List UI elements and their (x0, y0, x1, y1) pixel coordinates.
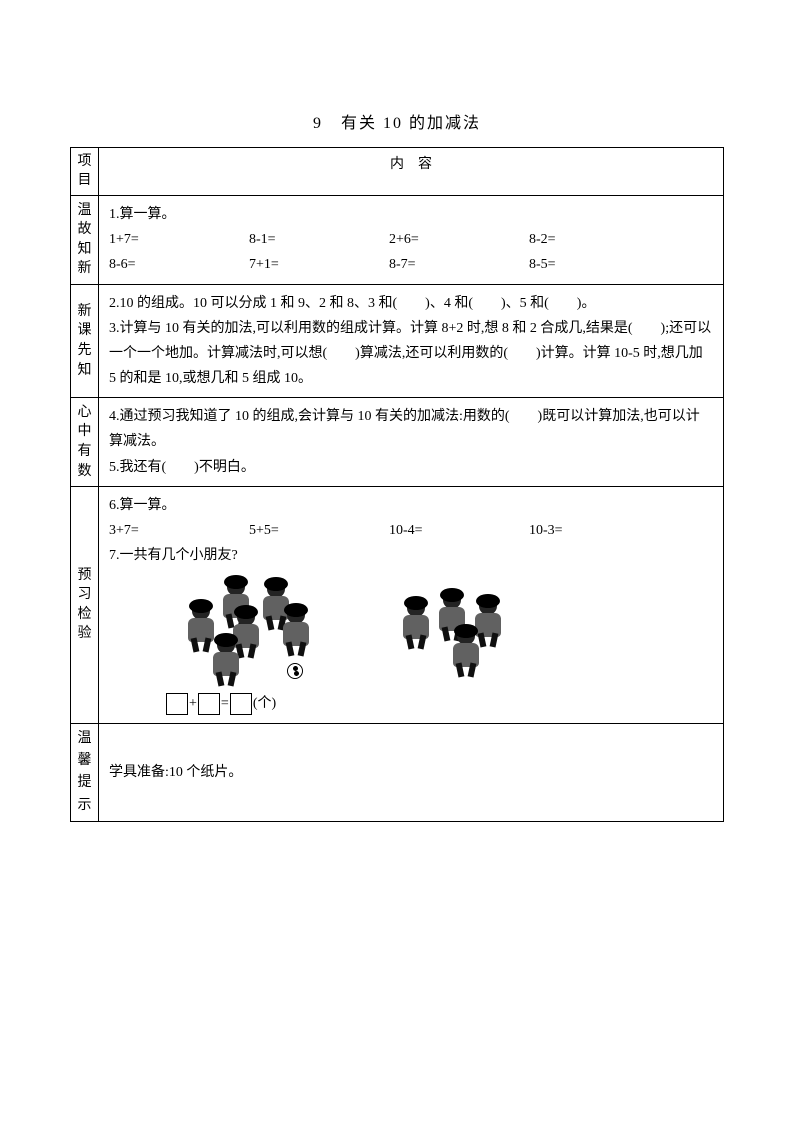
row4-content: 6.算一算。 3+7= 5+5= 10-4= 10-3= 7.一共有几个小朋友?… (99, 486, 724, 723)
worksheet-table: 项目 内 容 温 故 知 新 1.算一算。 1+7= 8-1= 2+6= 8-2… (70, 147, 724, 822)
row2-label: 新 课 先 知 (71, 284, 99, 398)
row4-label: 预 习 检 验 (71, 486, 99, 723)
page-title: 9 有关 10 的加减法 (70, 110, 724, 139)
row1-content: 1.算一算。 1+7= 8-1= 2+6= 8-2= 8-6= 7+1= 8-7… (99, 195, 724, 284)
answer-boxes: +=(个) (165, 691, 713, 716)
kids-illustration (169, 578, 713, 683)
row3-label: 心 中 有 数 (71, 398, 99, 487)
row3-content: 4.通过预习我知道了 10 的组成,会计算与 10 有关的加减法:用数的( )既… (99, 398, 724, 487)
header-col1: 项目 (71, 147, 99, 195)
row5-content: 学具准备:10 个纸片。 (99, 723, 724, 822)
row5-label: 温馨 提示 (71, 723, 99, 822)
row2-content: 2.10 的组成。10 可以分成 1 和 9、2 和 8、3 和( )、4 和(… (99, 284, 724, 398)
row1-label: 温 故 知 新 (71, 195, 99, 284)
header-col2: 内 容 (99, 147, 724, 195)
